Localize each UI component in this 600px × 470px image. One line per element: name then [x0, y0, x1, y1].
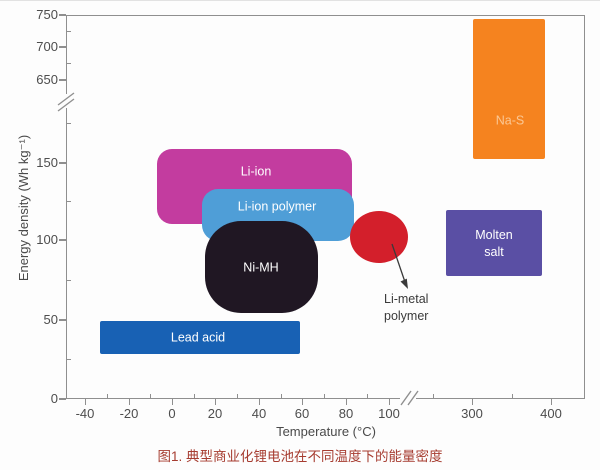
li-metal-annotation-line2: polymer: [384, 309, 429, 323]
y-minor-tick: [67, 280, 71, 282]
x-tick-label: 80: [338, 406, 354, 421]
li-ion-polymer-label: Li-ion polymer: [237, 199, 317, 214]
y-tick-label: 100: [36, 232, 58, 247]
region-li-metal-polymer: [350, 211, 408, 263]
y-tick-150: [59, 162, 66, 164]
x-minor-tick: [237, 394, 239, 399]
x-tick-400: [551, 399, 553, 405]
y-minor-tick: [67, 201, 71, 203]
x-tick-label: -40: [75, 406, 95, 421]
molten-salt-label-line2: salt: [484, 245, 504, 259]
x-tick-label: 0: [168, 406, 176, 421]
li-metal-polymer-annotation: Li-metal polymer: [384, 291, 428, 325]
y-tick-0: [59, 398, 66, 400]
figure-caption: 图1. 典型商业化锂电池在不同温度下的能量密度: [157, 449, 443, 464]
x-minor-tick: [512, 394, 514, 399]
x-minor-tick: [150, 394, 152, 399]
x-tick-20: [215, 399, 217, 405]
y-tick-650: [59, 79, 66, 81]
y-tick-label: 50: [43, 312, 58, 327]
x-tick-label: 300: [461, 406, 483, 421]
y-tick-label: 650: [36, 72, 58, 87]
y-minor-tick: [67, 123, 71, 125]
x-tick-0: [172, 399, 174, 405]
x-minor-tick: [433, 394, 435, 399]
y-tick-label: 150: [36, 155, 58, 170]
molten-salt-label: Molten salt: [475, 227, 513, 261]
y-minor-tick: [67, 63, 71, 65]
x-minor-tick: [281, 394, 283, 399]
region-molten-salt: [446, 210, 542, 276]
y-tick-50: [59, 319, 66, 321]
x-minor-tick: [194, 394, 196, 399]
x-tick-60: [302, 399, 304, 405]
x-tick-100: [389, 399, 391, 405]
x-tick--40: [85, 399, 87, 405]
x-tick-80: [346, 399, 348, 405]
x-minor-tick: [367, 394, 369, 399]
x-minor-tick: [324, 394, 326, 399]
x-tick-label: 60: [294, 406, 310, 421]
x-tick-label: -20: [119, 406, 139, 421]
x-tick-label: 40: [251, 406, 267, 421]
x-tick-label: 20: [207, 406, 223, 421]
region-ni-mh: [205, 221, 318, 313]
y-minor-tick: [67, 31, 71, 33]
y-tick-label: 0: [50, 391, 58, 406]
region-lead-acid: [100, 321, 300, 354]
region-na-s: [473, 19, 545, 159]
y-minor-tick: [67, 359, 71, 361]
na-s-label: Na-S: [495, 113, 525, 128]
x-axis-title: Temperature (°C): [276, 424, 376, 439]
lead-acid-label: Lead acid: [170, 330, 226, 345]
y-tick-label: 700: [36, 39, 58, 54]
y-tick-750: [59, 14, 66, 16]
y-axis-title: Energy density (Wh kg⁻¹): [16, 134, 31, 282]
x-minor-tick: [107, 394, 109, 399]
x-tick-40: [259, 399, 261, 405]
molten-salt-label-line1: Molten: [475, 228, 513, 242]
li-ion-label: Li-ion: [240, 164, 272, 179]
x-tick--20: [129, 399, 131, 405]
y-tick-100: [59, 239, 66, 241]
x-tick-label: 400: [540, 406, 562, 421]
ni-mh-label: Ni-MH: [243, 260, 279, 275]
li-metal-annotation-line1: Li-metal: [384, 292, 429, 306]
x-tick-label: 100: [378, 406, 400, 421]
y-tick-label: 750: [36, 7, 58, 22]
x-tick-300: [472, 399, 474, 405]
y-tick-700: [59, 46, 66, 48]
